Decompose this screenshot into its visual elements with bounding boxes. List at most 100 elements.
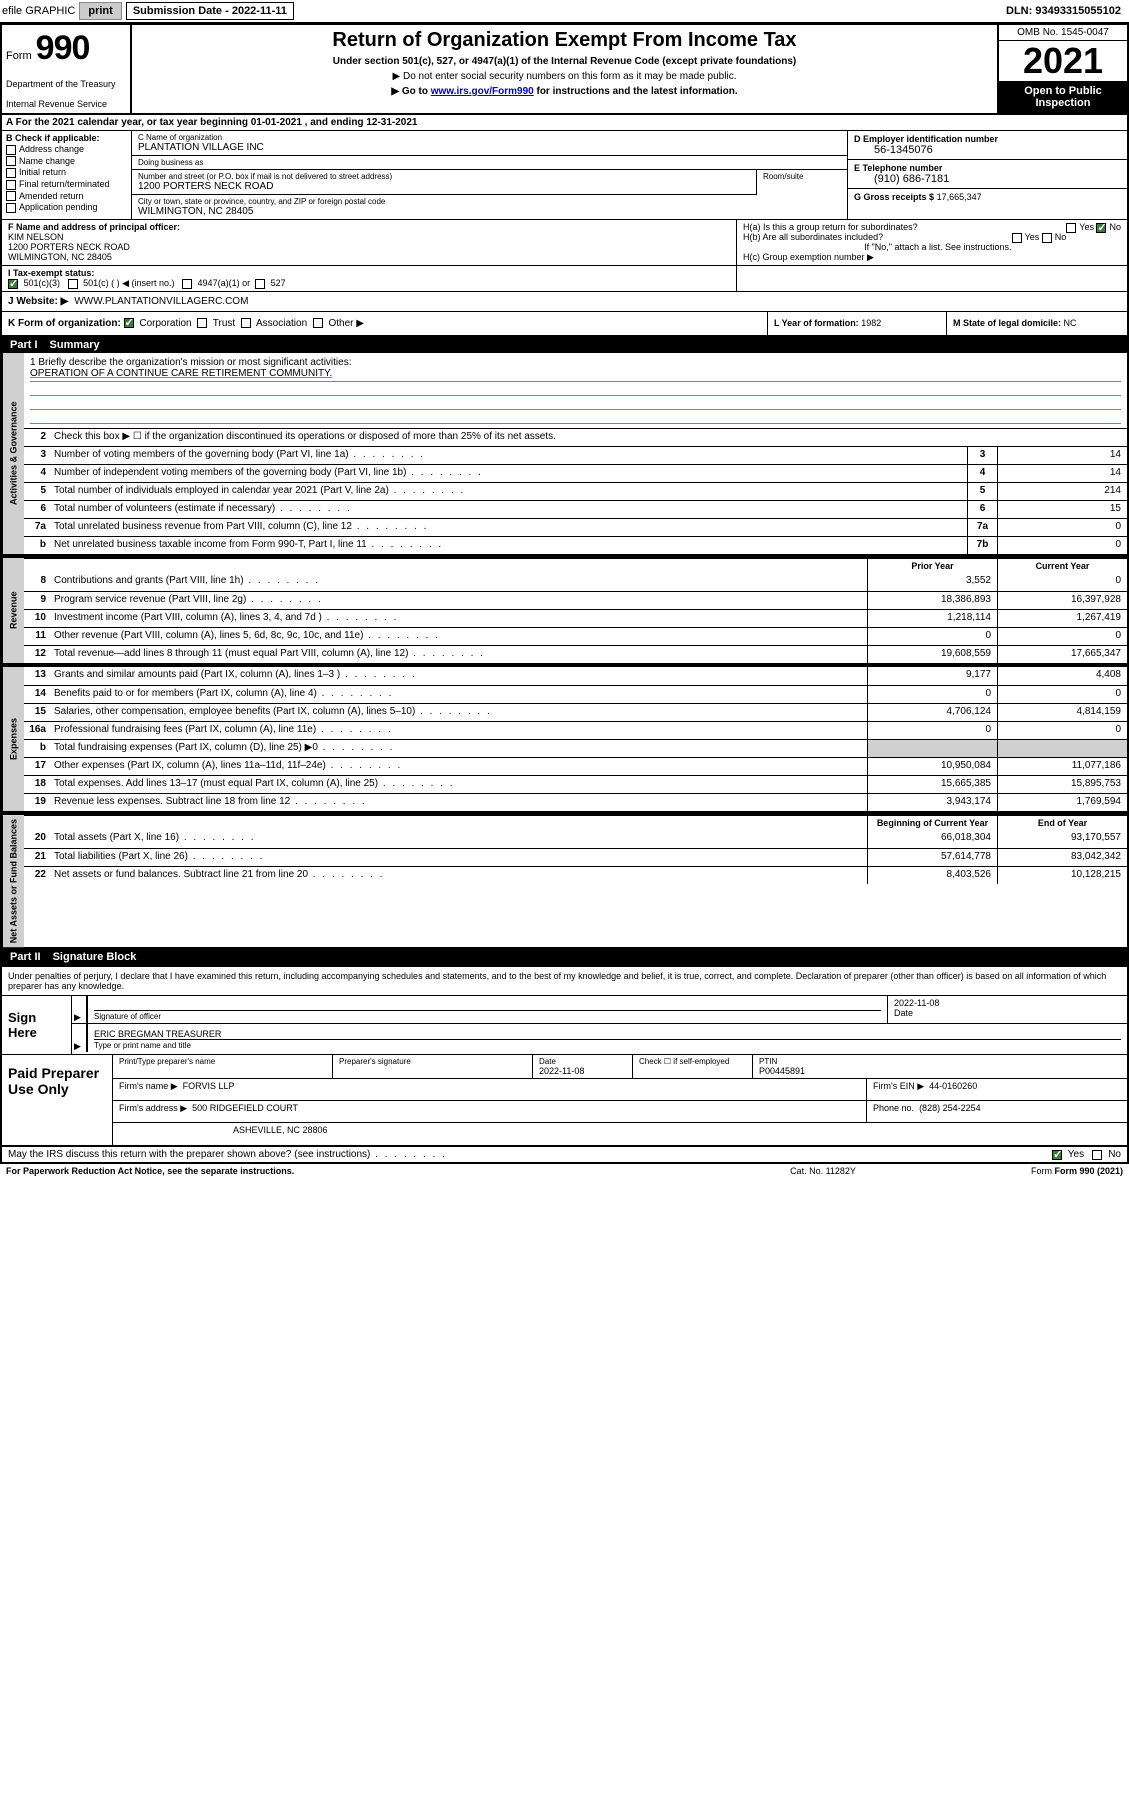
hb-yes-chk[interactable] [1012,233,1022,243]
line-desc: Total liabilities (Part X, line 26) [50,849,867,866]
f-label: F Name and address of principal officer: [8,222,730,232]
prior-value: 4,706,124 [867,704,997,721]
room-label: Room/suite [763,172,841,181]
b7a: 7a [967,519,997,536]
chk-527[interactable] [255,279,265,289]
line-num: 19 [24,794,50,811]
d5: Total number of individuals employed in … [50,483,967,500]
d7a: Total unrelated business revenue from Pa… [50,519,967,536]
prep-fields: Print/Type preparer's name Preparer's si… [112,1055,1127,1145]
begin-year-hdr: Beginning of Current Year [867,816,997,830]
chk-final-return[interactable]: Final return/terminated [6,179,127,190]
prior-value: 9,177 [867,667,997,685]
current-value: 1,267,419 [997,610,1127,627]
phone-cell: E Telephone number (910) 686-7181 [848,160,1127,189]
current-value: 83,042,342 [997,849,1127,866]
line-4: 4 Number of independent voting members o… [24,464,1127,482]
chk-application-pending[interactable]: Application pending [6,202,127,213]
d6: Total number of volunteers (estimate if … [50,501,967,518]
city-label: City or town, state or province, country… [138,197,841,206]
line-6: 6 Total number of volunteers (estimate i… [24,500,1127,518]
part1-num: Part I [10,339,38,351]
ha-yes-chk[interactable] [1066,223,1076,233]
chk-association[interactable] [241,318,251,328]
k-right: L Year of formation: 1982 M State of leg… [767,312,1127,335]
line-desc: Other revenue (Part VIII, column (A), li… [50,628,867,645]
firm-addr2-cell: ASHEVILLE, NC 28806 [113,1123,1127,1145]
chk-name-change[interactable]: Name change [6,156,127,167]
dba-cell: Doing business as [132,156,847,170]
exp-line-19: 19Revenue less expenses. Subtract line 1… [24,793,1127,811]
org-name-label: C Name of organization [138,133,841,142]
chk-address-change[interactable]: Address change [6,144,127,155]
irs-link[interactable]: www.irs.gov/Form990 [431,86,534,97]
exp-line-17: 17Other expenses (Part IX, column (A), l… [24,757,1127,775]
current-value: 1,769,594 [997,794,1127,811]
line-5: 5 Total number of individuals employed i… [24,482,1127,500]
j-label: J Website: ▶ [8,296,68,307]
paid-preparer-label: Paid Preparer Use Only [2,1055,112,1145]
chk-trust[interactable] [197,318,207,328]
hb-no-chk[interactable] [1042,233,1052,243]
ha-label: H(a) Is this a group return for subordin… [743,222,918,232]
gov-section: Activities & Governance 1 Briefly descri… [2,353,1127,556]
net-section: Net Assets or Fund Balances Beginning of… [2,813,1127,949]
bottom-footer: For Paperwork Reduction Act Notice, see … [0,1164,1129,1178]
hc-label: H(c) Group exemption number ▶ [743,252,1121,263]
line-desc: Total revenue—add lines 8 through 11 (mu… [50,646,867,663]
chk-501c[interactable] [68,279,78,289]
part2-header: Part II Signature Block [2,949,1127,965]
net-line-21: 21Total liabilities (Part X, line 26)57,… [24,848,1127,866]
chk-initial-return[interactable]: Initial return [6,167,127,178]
discuss-question: May the IRS discuss this return with the… [8,1149,1052,1160]
omb-number: OMB No. 1545-0047 [999,25,1127,41]
b3: 3 [967,447,997,464]
rev-line-11: 11Other revenue (Part VIII, column (A), … [24,627,1127,645]
street-cell: Number and street (or P.O. box if mail i… [132,170,757,195]
n7a: 7a [24,519,50,536]
line-num: 20 [24,830,50,848]
v5: 214 [997,483,1127,500]
sign-here-block: Sign Here Signature of officer 2022-11-0… [2,995,1127,1055]
line-num: b [24,740,50,757]
hb-label: H(b) Are all subordinates included? [743,232,883,242]
line-desc: Investment income (Part VIII, column (A)… [50,610,867,627]
print-button[interactable]: print [79,2,121,20]
row-f-h: F Name and address of principal officer:… [2,220,1127,266]
discuss-no-chk[interactable] [1092,1150,1102,1160]
mission-text: OPERATION OF A CONTINUE CARE RETIREMENT … [30,368,1121,382]
b7b: 7b [967,537,997,554]
chk-501c3[interactable] [8,279,18,289]
firm-name-cell: Firm's name ▶ FORVIS LLP [113,1079,867,1100]
ein-cell: D Employer identification number 56-1345… [848,131,1127,160]
sig-row-2: ERIC BREGMAN TREASURER Type or print nam… [72,1024,1127,1052]
form-title: Return of Organization Exempt From Incom… [140,29,989,52]
room-cell: Room/suite [757,170,847,195]
org-name-cell: C Name of organization PLANTATION VILLAG… [132,131,847,156]
d4: Number of independent voting members of … [50,465,967,482]
officer-signature[interactable]: Signature of officer [88,996,887,1023]
current-value: 0 [997,686,1127,703]
line-7b: b Net unrelated business taxable income … [24,536,1127,554]
row-a-tax-year: A For the 2021 calendar year, or tax yea… [2,115,1127,131]
chk-amended-return[interactable]: Amended return [6,191,127,202]
n5: 5 [24,483,50,500]
ha-no-chk[interactable] [1096,223,1106,233]
row-i: I Tax-exempt status: 501(c)(3) 501(c) ( … [2,266,1127,292]
rev-col-headers: Prior Year Current Year [24,558,1127,573]
name-label: Type or print name and title [94,1039,1121,1050]
side-expenses: Expenses [2,667,24,811]
sig-row-1: Signature of officer 2022-11-08 Date [72,996,1127,1024]
v7a: 0 [997,519,1127,536]
line-num: 17 [24,758,50,775]
street-value: 1200 PORTERS NECK ROAD [138,181,750,192]
prior-value: 19,608,559 [867,646,997,663]
n3: 3 [24,447,50,464]
form-word: Form [6,50,32,62]
chk-4947[interactable] [182,279,192,289]
chk-corporation[interactable] [124,318,134,328]
discuss-yes-chk[interactable] [1052,1150,1062,1160]
line-num: 13 [24,667,50,685]
chk-other[interactable] [313,318,323,328]
side-governance: Activities & Governance [2,353,24,554]
